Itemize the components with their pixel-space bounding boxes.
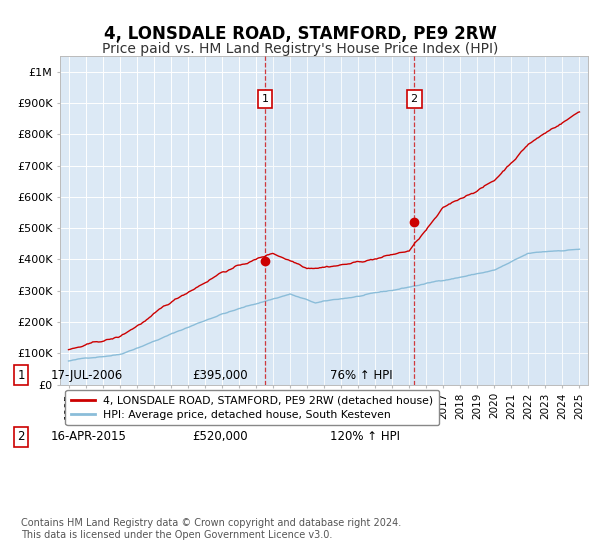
Text: 76% ↑ HPI: 76% ↑ HPI [330, 368, 392, 382]
Text: Contains HM Land Registry data © Crown copyright and database right 2024.
This d: Contains HM Land Registry data © Crown c… [21, 518, 401, 540]
Text: 17-JUL-2006: 17-JUL-2006 [51, 368, 123, 382]
Text: Price paid vs. HM Land Registry's House Price Index (HPI): Price paid vs. HM Land Registry's House … [102, 42, 498, 56]
Bar [265, 56, 588, 385]
Text: £395,000: £395,000 [192, 368, 248, 382]
Text: 120% ↑ HPI: 120% ↑ HPI [330, 430, 400, 444]
Text: £520,000: £520,000 [192, 430, 248, 444]
Text: 4, LONSDALE ROAD, STAMFORD, PE9 2RW: 4, LONSDALE ROAD, STAMFORD, PE9 2RW [104, 25, 496, 43]
Text: 2: 2 [410, 94, 418, 104]
Text: 1: 1 [17, 368, 25, 382]
Legend: 4, LONSDALE ROAD, STAMFORD, PE9 2RW (detached house), HPI: Average price, detach: 4, LONSDALE ROAD, STAMFORD, PE9 2RW (det… [65, 390, 439, 425]
Text: 2: 2 [17, 430, 25, 444]
Text: 16-APR-2015: 16-APR-2015 [51, 430, 127, 444]
Text: 1: 1 [262, 94, 269, 104]
